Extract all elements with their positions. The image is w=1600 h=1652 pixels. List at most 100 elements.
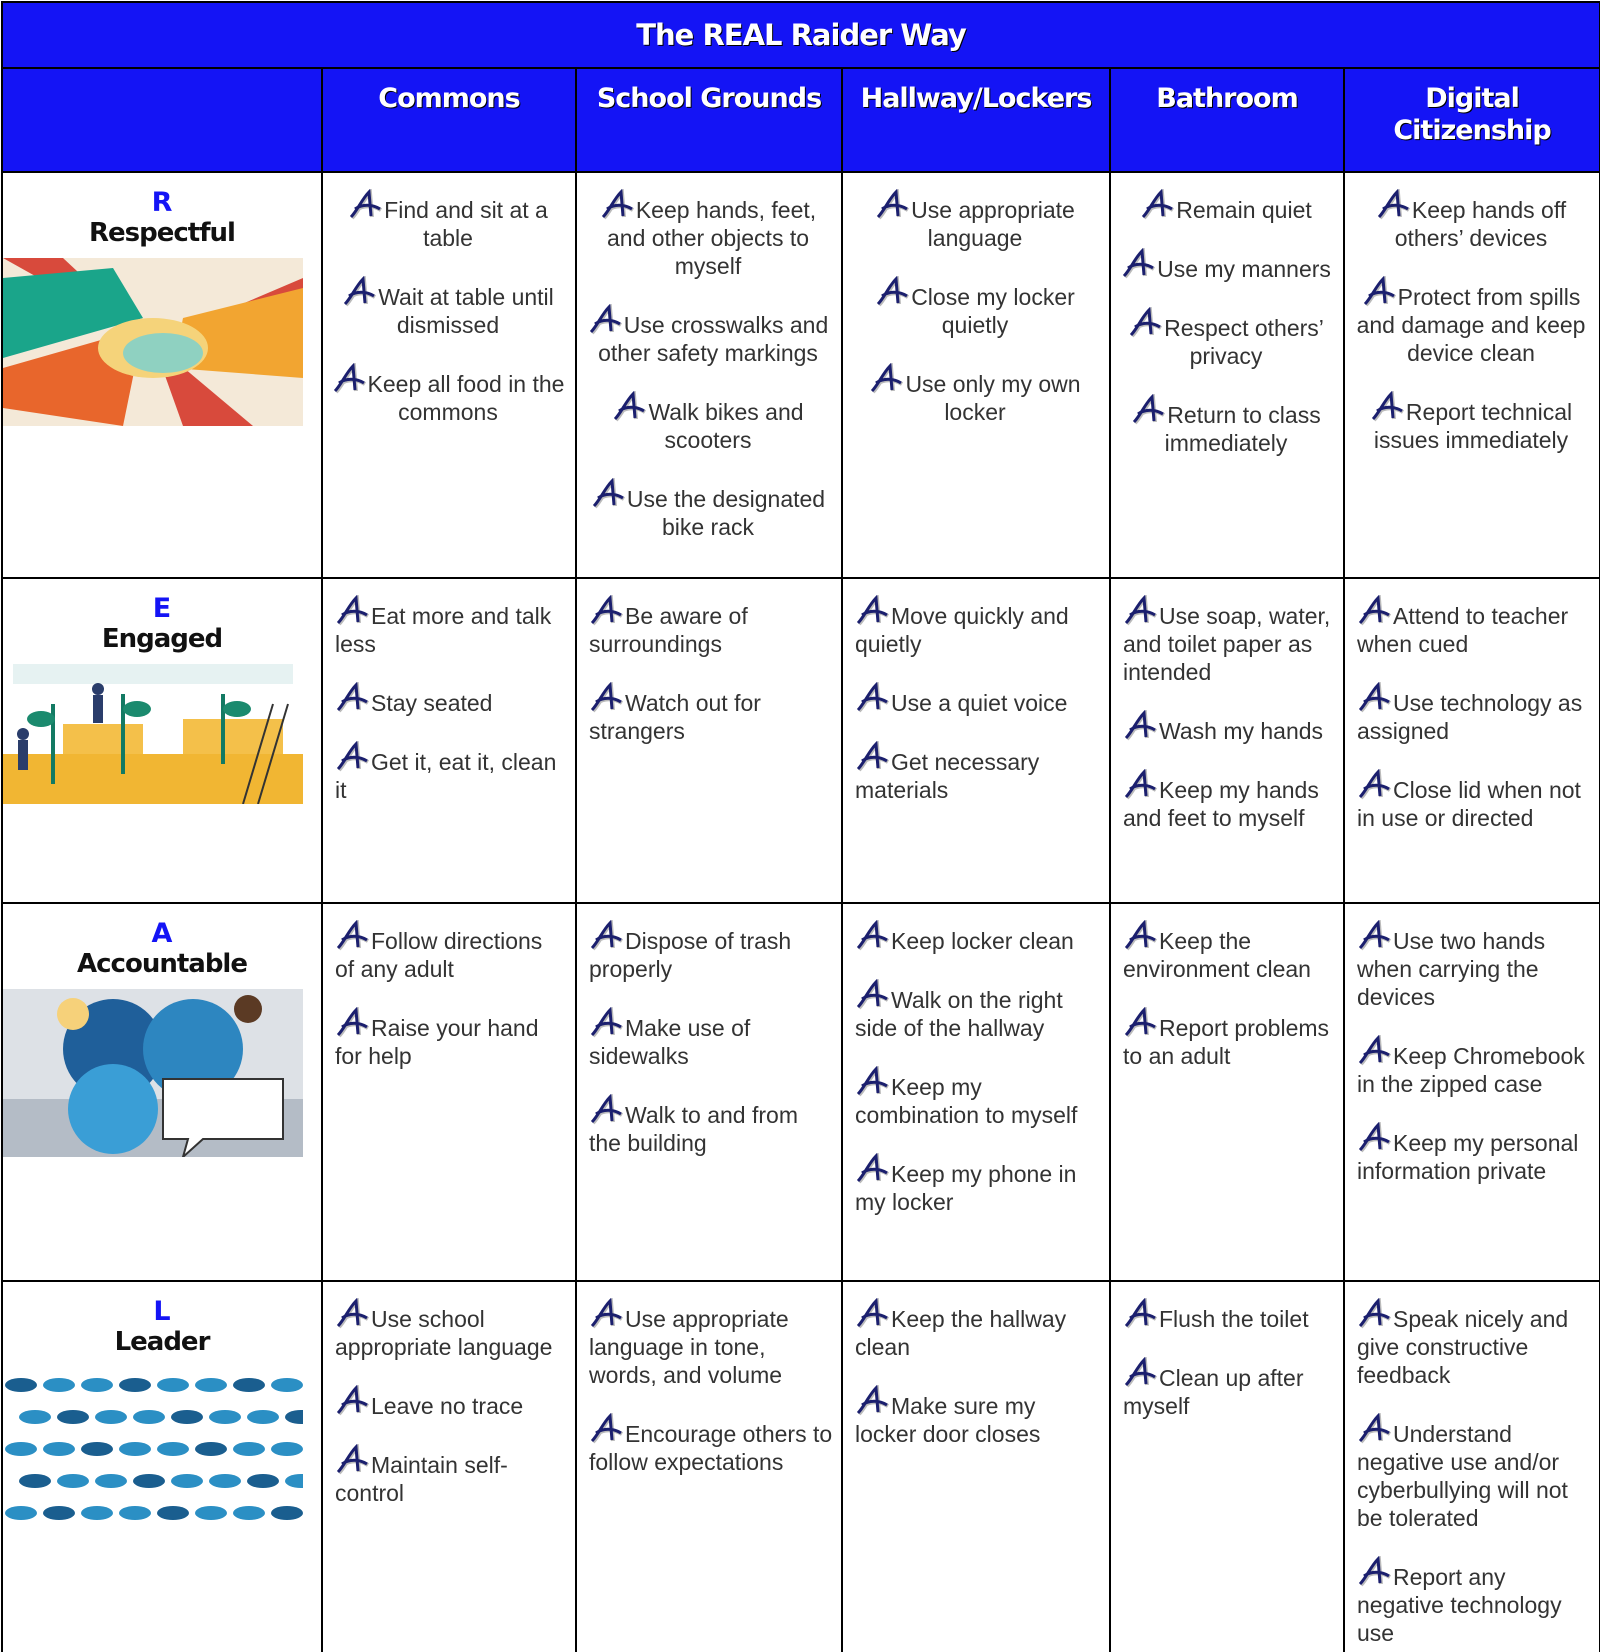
expectation-item: Remain quiet [1117,188,1335,224]
raider-a-icon [590,1006,624,1038]
expectation-item: Return to class immediately [1117,393,1335,457]
row-header: E Engaged [1,577,323,904]
raider-a-icon [856,681,890,713]
expectation-item: Protect from spills and damage and keep … [1351,275,1591,367]
expectation-item: Clean up after myself [1123,1356,1335,1420]
item-text: Close my locker quietly [911,284,1075,338]
value-word: Respectful [89,218,236,248]
expectation-item: Maintain self-control [335,1443,567,1507]
item-list: Use appropriate language in tone, words,… [577,1282,841,1476]
item-list: Flush the toilet Clean up after myself [1111,1282,1343,1420]
raider-a-icon [1142,188,1175,220]
expectation-cell: Keep hands, feet, and other objects to m… [575,171,843,579]
item-list: Keep hands off others’ devices Protect fr… [1345,173,1599,454]
illustration [3,989,303,1157]
item-text: Follow directions of any adult [335,928,543,982]
column-header: Hallway/Lockers [841,67,1111,173]
raider-a-icon [1377,188,1410,220]
item-text: Eat more and talk less [335,603,552,657]
item-text: Maintain self-control [335,1452,508,1506]
expectation-item: Close my locker quietly [849,275,1101,339]
raider-a-icon [336,919,370,951]
expectation-item: Keep hands off others’ devices [1351,188,1591,252]
raider-a-icon [877,188,910,220]
item-text: Keep all food in the commons [367,371,565,425]
expectation-cell: Keep the hallway clean Make sure my locke… [841,1280,1111,1652]
raider-a-icon [601,188,634,220]
item-list: Attend to teacher when cued Use technolog… [1345,579,1599,832]
expectation-item: Make sure my locker door closes [855,1384,1101,1448]
raider-a-icon [871,362,904,394]
expectation-item: Use technology as assigned [1357,681,1591,745]
item-text: Understand negative use and/or cyberbull… [1357,1421,1568,1531]
item-text: Use appropriate language [911,197,1075,251]
expectation-item: Use crosswalks and other safety markings [583,303,833,367]
item-text: Report problems to an adult [1123,1015,1330,1069]
value-letter: R [151,187,173,218]
item-text: Use soap, water, and toilet paper as int… [1123,603,1331,685]
illustration [3,1367,303,1535]
item-text: Dispose of trash properly [589,928,792,982]
expectation-item: Use only my own locker [849,362,1101,426]
expectation-item: Walk to and from the building [589,1093,833,1157]
expectation-item: Keep hands, feet, and other objects to m… [583,188,833,280]
raider-a-icon [1358,1297,1392,1329]
column-header: Digital Citizenship [1342,67,1600,173]
expectation-item: Get it, eat it, clean it [335,740,567,804]
item-list: Find and sit at a table Wait at table unt… [323,173,575,426]
raider-a-icon [350,188,383,220]
expectation-item: Keep the hallway clean [855,1297,1101,1361]
expectation-item: Follow directions of any adult [335,919,567,983]
raider-a-icon [856,594,890,626]
item-text: Encourage others to follow expectations [589,1421,833,1475]
expectation-item: Attend to teacher when cued [1357,594,1591,658]
expectation-item: Make use of sidewalks [589,1006,833,1070]
item-text: Stay seated [371,690,493,716]
raider-a-icon [1358,594,1392,626]
raider-a-icon [1124,1006,1158,1038]
expectation-cell: Remain quiet Use my manners Respect others… [1109,171,1345,579]
expectation-cell: Keep locker clean Walk on the right side … [841,902,1111,1282]
raider-a-icon [333,362,366,394]
raider-a-icon [1371,390,1404,422]
value-word: Engaged [101,624,223,654]
item-text: Use a quiet voice [891,690,1068,716]
raider-a-icon [1124,1356,1158,1388]
expectation-item: Keep my phone in my locker [855,1152,1101,1216]
value-letter: E [152,593,172,624]
raider-a-icon [856,919,890,951]
expectation-cell: Keep hands off others’ devices Protect fr… [1342,171,1600,579]
item-text: Use two hands when carrying the devices [1357,928,1546,1010]
expectation-cell: Speak nicely and give constructive feedb… [1342,1280,1600,1652]
raider-a-icon [336,1384,370,1416]
item-text: Leave no trace [371,1393,524,1419]
expectation-item: Keep my combination to myself [855,1065,1101,1129]
item-text: Use school appropriate language [335,1306,553,1360]
item-text: Walk bikes and scooters [648,399,804,453]
item-text: Attend to teacher when cued [1357,603,1569,657]
raider-a-icon [590,1297,624,1329]
expectation-item: Walk bikes and scooters [583,390,833,454]
item-text: Report any negative technology use [1357,1564,1562,1646]
expectation-cell: Use appropriate language Close my locker … [841,171,1111,579]
expectation-item: Respect others’ privacy [1117,306,1335,370]
raider-a-icon [1124,1297,1158,1329]
item-text: Protect from spills and damage and keep … [1356,284,1586,366]
raider-a-icon [856,978,890,1010]
item-text: Be aware of surroundings [589,603,748,657]
expectation-item: Understand negative use and/or cyberbull… [1357,1412,1591,1532]
item-text: Raise your hand for help [335,1015,539,1069]
expectation-item: Close lid when not in use or directed [1357,768,1591,832]
item-list: Eat more and talk less Stay seated Get it,… [323,579,575,804]
raider-a-icon [590,1093,624,1125]
expectation-item: Flush the toilet [1123,1297,1335,1333]
raider-a-icon [1358,768,1392,800]
expectation-item: Keep my hands and feet to myself [1123,768,1335,832]
raider-a-icon [1363,275,1396,307]
row-header: R Respectful [1,171,323,579]
expectation-cell: Be aware of surroundings Watch out for st… [575,577,843,904]
value-row: R Respectful Find and sit at a table Wait a… [1,171,1600,579]
item-text: Remain quiet [1176,197,1312,223]
expectation-item: Use my manners [1117,247,1335,283]
